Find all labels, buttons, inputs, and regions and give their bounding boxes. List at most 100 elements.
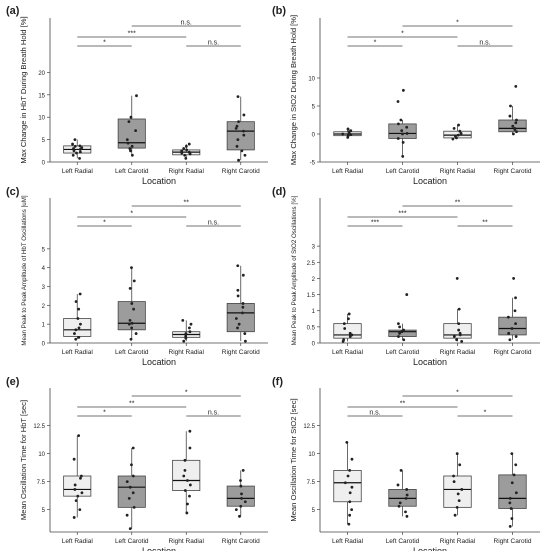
data-point xyxy=(348,491,352,495)
y-tick-label: 1.5 xyxy=(307,293,316,299)
data-point xyxy=(347,312,351,316)
data-point xyxy=(125,138,129,142)
data-point xyxy=(346,134,350,138)
data-point xyxy=(182,339,186,343)
data-point xyxy=(401,141,405,144)
data-point xyxy=(399,118,403,122)
x-tick-label: Right Carotid xyxy=(222,168,260,175)
y-tick-label: 1 xyxy=(42,323,46,329)
data-point xyxy=(343,481,347,485)
data-point xyxy=(80,146,84,150)
box xyxy=(498,474,527,509)
chart-panel-f: (f) 5 7.5 10 12.5 Mean Oscillation Time for S… xyxy=(272,376,540,551)
data-point xyxy=(239,484,243,488)
data-point xyxy=(125,513,129,517)
data-point xyxy=(398,325,402,329)
panel-label: (f) xyxy=(272,376,283,388)
y-tick-label: 0 xyxy=(42,342,46,348)
data-point xyxy=(236,138,240,142)
data-point xyxy=(236,95,240,98)
data-point xyxy=(74,337,78,341)
data-point xyxy=(402,338,406,342)
data-point xyxy=(71,153,75,157)
data-point xyxy=(396,322,400,326)
y-tick-label: 5 xyxy=(42,508,46,514)
data-point xyxy=(237,158,240,162)
data-point xyxy=(235,144,239,148)
data-point xyxy=(131,491,135,495)
data-point xyxy=(401,88,405,92)
x-tick-label: Left Carotid xyxy=(386,538,420,545)
data-point xyxy=(241,305,245,309)
data-point xyxy=(347,522,351,526)
data-point xyxy=(404,510,407,514)
data-point xyxy=(235,124,239,128)
box xyxy=(333,323,362,339)
x-tick-label: Right Radial xyxy=(169,168,205,175)
data-point xyxy=(128,485,132,489)
data-point xyxy=(400,129,404,133)
significance-label: * xyxy=(130,211,133,218)
data-point xyxy=(401,132,404,136)
significance-label: ** xyxy=(184,200,190,207)
data-point xyxy=(398,331,401,335)
data-point xyxy=(242,133,246,137)
data-point xyxy=(455,452,459,455)
x-axis-label: Location xyxy=(142,546,176,551)
y-tick-label: 2.5 xyxy=(307,261,316,267)
data-point xyxy=(405,132,409,135)
data-point xyxy=(457,499,461,503)
x-tick-label: Right Radial xyxy=(440,168,476,175)
data-point xyxy=(80,474,83,478)
data-point xyxy=(77,307,81,311)
x-tick-label: Left Radial xyxy=(62,538,94,545)
significance-label: *** xyxy=(128,31,136,38)
y-tick-label: 0 xyxy=(312,342,316,348)
data-point xyxy=(131,446,135,450)
data-point xyxy=(240,497,243,500)
data-point xyxy=(451,137,455,141)
data-point xyxy=(240,492,243,496)
y-tick-label: 5 xyxy=(42,138,46,144)
data-point xyxy=(241,311,244,315)
data-point xyxy=(184,144,188,148)
data-point xyxy=(183,153,187,157)
data-point xyxy=(513,126,517,130)
significance-label: * xyxy=(456,20,459,27)
data-point xyxy=(75,151,78,155)
data-point xyxy=(241,302,245,305)
data-point xyxy=(514,491,518,495)
data-point xyxy=(126,141,130,145)
data-point xyxy=(460,488,464,491)
data-point xyxy=(453,513,457,517)
y-tick-label: 10 xyxy=(308,77,315,83)
box xyxy=(226,121,255,151)
y-tick-label: 7.5 xyxy=(37,480,46,486)
significance-label: *** xyxy=(371,220,379,227)
data-point xyxy=(452,474,455,478)
data-point xyxy=(514,463,518,467)
data-point xyxy=(128,147,132,150)
data-point xyxy=(182,474,186,478)
data-point xyxy=(398,501,402,505)
data-point xyxy=(510,452,514,455)
chart-panel-a: (a) 0 5 10 15 20 Max Change in HbT During Brea… xyxy=(6,5,268,186)
data-point xyxy=(243,332,247,335)
data-point xyxy=(128,527,132,531)
data-point xyxy=(350,457,354,461)
y-axis-label: Mean Peak to Peak Amplitude of StO2 Osci… xyxy=(291,195,298,345)
significance-label: n.s. xyxy=(479,40,490,47)
x-axis-label: Location xyxy=(413,357,447,367)
data-point xyxy=(73,144,77,148)
data-point xyxy=(399,469,403,472)
x-tick-label: Right Radial xyxy=(440,349,476,356)
data-point xyxy=(507,331,511,335)
y-tick-label: 12.5 xyxy=(33,424,45,430)
data-point xyxy=(242,113,246,117)
data-point xyxy=(510,481,514,485)
box xyxy=(226,303,255,333)
data-point xyxy=(73,332,76,335)
x-axis-label: Location xyxy=(413,546,447,551)
chart-panel-b: (b) -5 0 5 10 Max Change in StO2 During Breat… xyxy=(272,5,540,186)
box xyxy=(117,118,146,149)
